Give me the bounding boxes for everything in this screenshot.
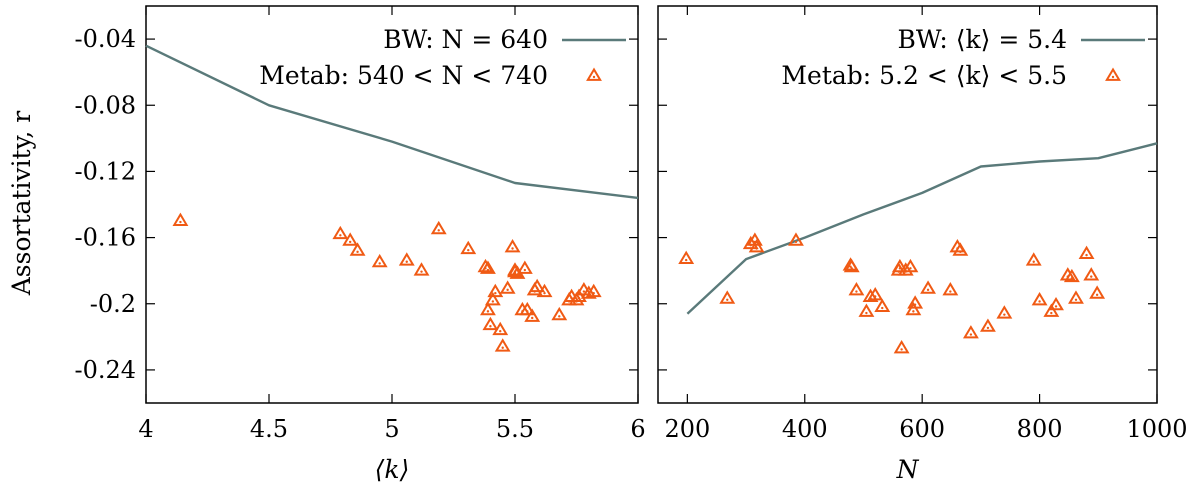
legend-label: BW: ⟨k⟩ = 5.4 (897, 25, 1067, 54)
data-point-metab (891, 258, 908, 273)
data-point-metab (1031, 291, 1048, 306)
series-line-bw (686, 142, 1158, 315)
data-point-metab (413, 262, 430, 276)
x-tick-label: 200 (664, 415, 710, 443)
data-point-metab (524, 308, 541, 322)
data-point-metab (1068, 290, 1084, 304)
data-point-metab (907, 295, 924, 309)
data-point-metab (529, 278, 546, 293)
y-tick-label: -0.04 (74, 25, 136, 53)
x-tick-label: 4.5 (250, 415, 288, 443)
data-point-metab (349, 242, 366, 256)
x-tick-label: 600 (899, 415, 945, 443)
y-tick-label: -0.16 (74, 224, 136, 252)
data-point-metab (893, 339, 910, 354)
legend-swatch-marker (1105, 67, 1121, 81)
legend-swatch-marker (586, 67, 602, 81)
data-point-metab (848, 282, 865, 296)
x-tick-label: 4 (138, 415, 153, 443)
data-point-metab (504, 239, 521, 253)
data-point-metab (952, 242, 969, 256)
data-point-metab (480, 301, 496, 316)
data-point-metab (487, 283, 504, 298)
data-point-metab (519, 301, 536, 316)
data-point-metab (996, 305, 1013, 319)
data-point-metab (571, 288, 587, 303)
data-point-metab (1043, 303, 1060, 317)
y-axis-title: Assortativity, r (7, 111, 36, 297)
data-point-metab (748, 239, 765, 253)
data-point-metab (484, 291, 501, 306)
data-point-metab (719, 290, 736, 304)
data-point-metab (788, 232, 804, 246)
data-point-metab (342, 232, 359, 246)
data-point-metab (858, 303, 875, 317)
x-tick-label: 6 (630, 415, 645, 443)
data-point-metab (1063, 268, 1080, 283)
x-tick-label: 5.5 (496, 415, 534, 443)
data-point-metab (962, 325, 979, 339)
data-point-metab (1048, 296, 1064, 311)
left-panel-kbar: -0.24 -0.2 -0.16 -0.12 -0.08 -0.04 4 4.5 5 5.5 6 ⟨k… (74, 5, 646, 484)
data-point-metab (480, 260, 496, 274)
y-tick-label: -0.12 (74, 157, 136, 185)
data-point-metab (1025, 252, 1042, 266)
data-point-metab (942, 282, 959, 296)
data-point-metab (499, 280, 516, 294)
data-point-metab (905, 301, 922, 316)
x-axis-title: ⟨k⟩ (375, 455, 410, 484)
legend-label: Metab: 540 < N < 740 (259, 61, 548, 90)
x-tick-label: 5 (384, 415, 399, 443)
series-line-bw (145, 44, 639, 200)
legend-label: BW: N = 640 (383, 25, 548, 54)
data-point-metab (902, 258, 919, 273)
data-point-metab (678, 250, 695, 264)
data-point-metab (460, 240, 477, 255)
data-point-metab (551, 306, 568, 321)
x-tick-label: 800 (1017, 415, 1063, 443)
data-point-metab (430, 220, 447, 235)
data-point-metab (920, 280, 936, 294)
data-point-metab (843, 258, 860, 273)
data-point-metab (398, 252, 415, 266)
x-tick-label: 400 (782, 415, 828, 443)
x-tick-label: 1000 (1126, 415, 1187, 443)
data-point-metab (492, 321, 509, 336)
data-point-metab (482, 316, 499, 331)
data-point-metab (979, 318, 996, 332)
data-point-metab (172, 212, 189, 226)
data-point-metab (494, 338, 511, 352)
data-point-metab (1089, 285, 1106, 299)
data-point-metab (371, 253, 388, 268)
plot-frame (657, 5, 1158, 404)
y-tick-label: -0.2 (90, 290, 136, 318)
data-point-metab (516, 260, 533, 274)
data-point-metab (1078, 245, 1095, 260)
data-point-metab (867, 287, 884, 301)
data-point-metab (585, 283, 602, 298)
data-point-metab (1083, 267, 1100, 281)
x-axis-title: N (896, 455, 920, 484)
data-point-metab (874, 298, 891, 312)
y-tick-label: -0.08 (74, 91, 136, 119)
legend-label: Metab: 5.2 < ⟨k⟩ < 5.5 (781, 61, 1067, 90)
data-point-metab (332, 225, 349, 240)
data-point-metab (536, 283, 553, 298)
right-panel-n: 200 400 600 800 1000 N BW: ⟨k⟩ = 5.4 Metab: 5.2… (657, 5, 1188, 484)
y-tick-label: -0.24 (74, 356, 136, 384)
